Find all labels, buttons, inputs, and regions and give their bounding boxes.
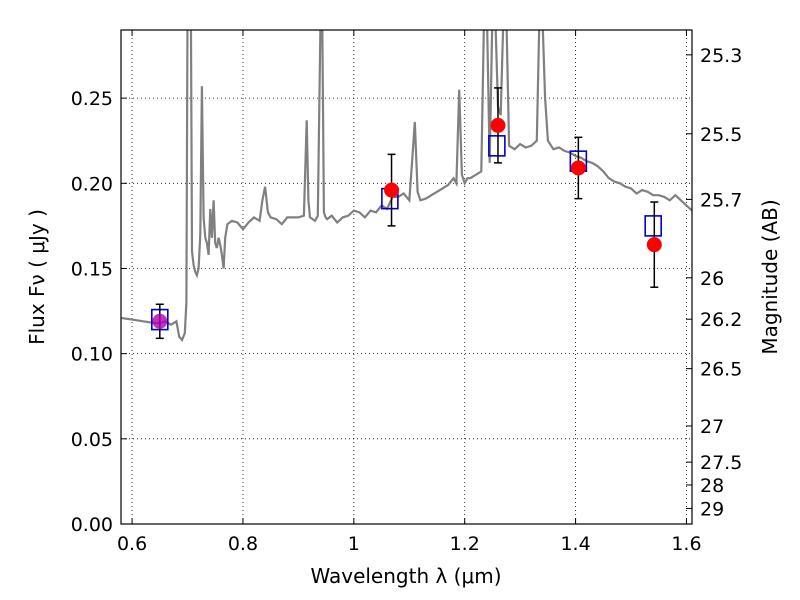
y-tick-label: 0.25 <box>71 88 113 110</box>
observed-point <box>152 313 168 329</box>
x-tick-label: 1.4 <box>560 533 590 555</box>
y-tick-label: 0.05 <box>71 429 113 451</box>
model-square <box>644 215 662 237</box>
y2-tick-label: 27 <box>700 416 724 438</box>
observed-point <box>490 117 506 133</box>
y2-tick-label: 26 <box>700 268 724 290</box>
spectrum-line <box>121 30 692 343</box>
y2-tick-label: 26.5 <box>700 359 742 381</box>
y2-tick-label: 29 <box>700 498 724 520</box>
y2-tick-label: 27.5 <box>700 452 742 474</box>
observed-point <box>646 237 662 253</box>
model-square <box>488 135 506 157</box>
observed-point <box>384 182 400 198</box>
y2-tick-label: 25.7 <box>700 189 742 211</box>
y2-tick-label: 28 <box>700 475 724 497</box>
x-axis-ticks: 0.6 0.8 1 1.2 1.4 1.6 <box>117 30 702 555</box>
y-tick-label: 0.15 <box>71 258 113 280</box>
y-tick-label: 0.10 <box>71 344 113 366</box>
plot-area <box>121 30 692 343</box>
y2-tick-label: 25.5 <box>700 124 742 146</box>
y-axis-ticks: 0.00 0.05 0.10 0.15 0.20 0.25 <box>71 88 127 536</box>
plot-frame <box>120 29 693 525</box>
y-tick-label: 0.20 <box>71 173 113 195</box>
x-tick-label: 1 <box>348 533 360 555</box>
y-axis-title: Flux Fν ( μJy ) <box>25 209 49 345</box>
x-tick-label: 1.6 <box>671 533 701 555</box>
x-tick-label: 0.6 <box>117 533 147 555</box>
y2-tick-label: 26.2 <box>700 309 742 331</box>
y-tick-label: 0.00 <box>71 514 113 536</box>
y2-tick-label: 25.3 <box>700 45 742 67</box>
x-axis-title: Wavelength λ (μm) <box>310 564 501 588</box>
observed-points <box>152 117 662 329</box>
y2-axis-title: Magnitude (AB) <box>758 199 782 354</box>
x-tick-label: 0.8 <box>228 533 258 555</box>
x-tick-label: 1.2 <box>450 533 480 555</box>
observed-point <box>570 160 586 176</box>
